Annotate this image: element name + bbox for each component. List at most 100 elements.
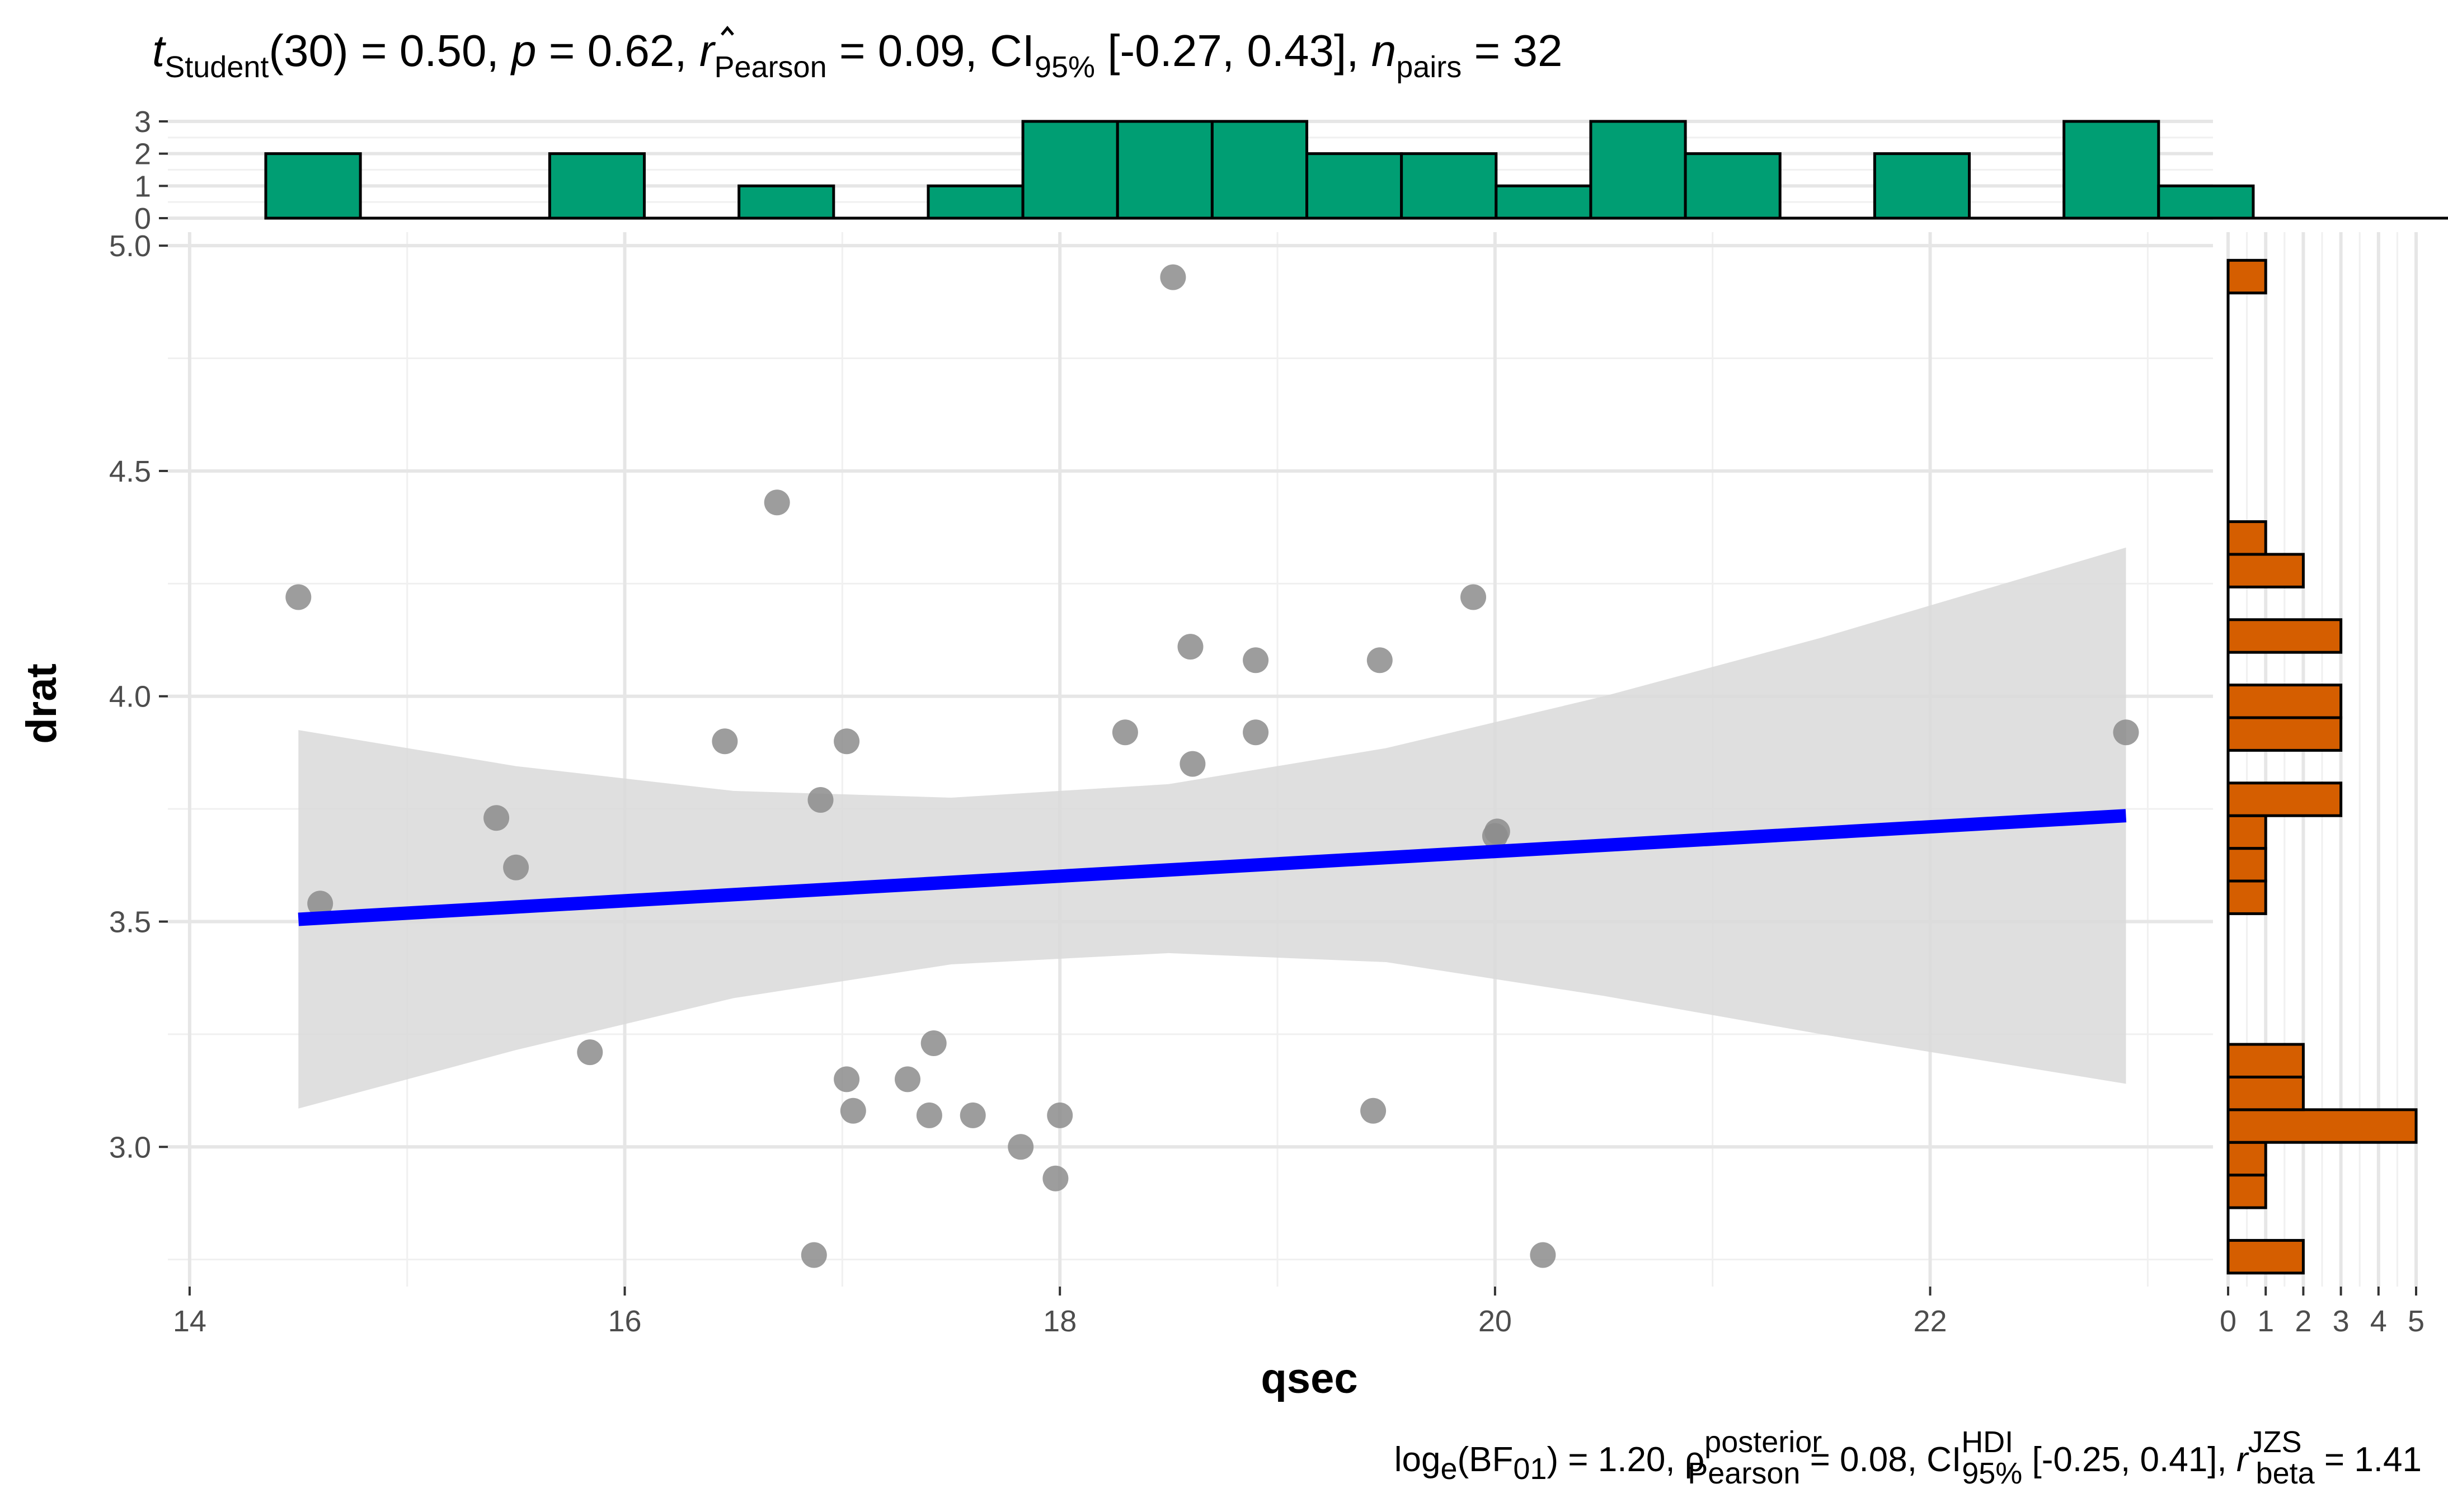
x-tick-label: 20 xyxy=(1478,1304,1512,1338)
side-hist-bar xyxy=(2226,618,2343,654)
data-point xyxy=(483,805,510,831)
top-hist-bar xyxy=(737,184,835,220)
data-point xyxy=(285,584,312,610)
side-hist-bar xyxy=(2226,553,2305,588)
data-point xyxy=(1484,818,1510,845)
title-df-text: (30) = 0.50, xyxy=(269,26,499,76)
side-hist-bar xyxy=(2226,716,2343,752)
side-hist-bar xyxy=(2226,879,2267,915)
data-point xyxy=(1008,1134,1034,1160)
top-hist-bar xyxy=(1021,120,1119,220)
title-r-sub: Pearson xyxy=(714,50,826,84)
side-hist-bar xyxy=(2226,781,2343,817)
data-point xyxy=(712,728,738,755)
data-point xyxy=(916,1102,942,1128)
side-hist-bar xyxy=(2226,684,2343,719)
top-hist-bar xyxy=(264,152,362,220)
y-tick-label: 4.5 xyxy=(109,455,151,488)
side-hist-tick-label: 1 xyxy=(2257,1304,2274,1338)
data-point xyxy=(801,1242,827,1268)
title-p-text: = 0.62, xyxy=(549,26,687,76)
side-hist-bar xyxy=(2226,1174,2267,1209)
top-hist-bar xyxy=(2157,184,2255,220)
side-hist-bar xyxy=(2226,814,2267,850)
x-axis-title: qsec xyxy=(1261,1355,1357,1402)
title-p-symbol: p xyxy=(510,26,537,76)
y-tick-label: 5.0 xyxy=(109,229,151,263)
data-point xyxy=(960,1102,986,1128)
side-hist-bar xyxy=(2226,1075,2305,1111)
title-n-symbol: n xyxy=(1371,26,1397,76)
top-hist-bar xyxy=(1210,120,1309,220)
data-point xyxy=(577,1039,603,1066)
data-point xyxy=(764,489,790,516)
data-point xyxy=(2113,719,2139,746)
top-hist-tick-label: 2 xyxy=(134,138,151,171)
side-hist-bar xyxy=(2226,258,2267,295)
caption-rho-sub: Pearson xyxy=(1688,1457,1800,1490)
side-hist-bar xyxy=(2226,847,2267,883)
side-hist-tick-label: 5 xyxy=(2408,1304,2424,1338)
side-hist-tick-label: 2 xyxy=(2295,1304,2311,1338)
caption-r-sub: beta xyxy=(2256,1457,2315,1490)
top-hist-bar xyxy=(2062,120,2160,220)
caption-bf-value: ) = 1.20, xyxy=(1547,1440,1675,1479)
confidence-band xyxy=(298,547,2126,1109)
top-hist-bar xyxy=(1684,152,1782,220)
caption-hdi-sup: HDI xyxy=(1961,1425,2013,1459)
y-axis-title: drat xyxy=(18,663,65,744)
chart-caption: loge(BF01) = 1.20, ρposterior Pearson = 0… xyxy=(1394,1425,2422,1490)
data-point xyxy=(807,787,834,813)
scatter-panel: 14 16 18 20 22 3.0 3.5 4.0 4.5 5.0 xyxy=(109,229,2213,1338)
top-hist-tick-label: 0 xyxy=(134,202,151,235)
top-hist-bar xyxy=(1495,184,1592,220)
data-point xyxy=(1177,634,1204,660)
top-hist-bar xyxy=(1400,152,1498,220)
data-point xyxy=(920,1030,947,1056)
caption-r-sup: JZS xyxy=(2248,1425,2302,1459)
title-t-sub: Student xyxy=(165,50,269,84)
side-hist-tick-label: 4 xyxy=(2370,1304,2387,1338)
x-tick-label: 16 xyxy=(608,1304,642,1338)
top-hist-bar xyxy=(1116,120,1214,220)
data-point xyxy=(834,728,860,755)
x-tick-label: 22 xyxy=(1913,1304,1947,1338)
data-point xyxy=(1460,584,1486,610)
data-point xyxy=(1530,1242,1556,1268)
data-point xyxy=(895,1066,920,1092)
top-hist-tick-label: 3 xyxy=(134,105,151,139)
data-point xyxy=(1243,719,1269,746)
data-point xyxy=(1180,751,1206,777)
x-tick-label: 18 xyxy=(1043,1304,1077,1338)
side-hist-bar xyxy=(2226,1238,2305,1275)
title-r-hat xyxy=(721,26,734,36)
side-hist-bar xyxy=(2226,1108,2418,1144)
y-tick-label: 4.0 xyxy=(109,680,151,714)
caption-hdi-sub: 95% xyxy=(1962,1457,2022,1490)
title-ci-sub: 95% xyxy=(1035,50,1095,84)
caption-rho: ρ xyxy=(1685,1440,1704,1479)
caption-log-sub: e xyxy=(1440,1452,1457,1486)
x-tick-label: 14 xyxy=(173,1304,206,1338)
y-tick-label: 3.5 xyxy=(109,906,151,939)
title-n-text: = 32 xyxy=(1474,26,1563,76)
regression-line xyxy=(298,809,2127,926)
data-point xyxy=(1243,647,1269,673)
side-hist-bar xyxy=(2226,520,2267,556)
top-hist-bar xyxy=(548,152,646,220)
caption-r: r xyxy=(2236,1440,2249,1479)
y-tick-label: 3.0 xyxy=(109,1131,151,1164)
top-hist-bar xyxy=(1305,152,1403,220)
data-point xyxy=(307,891,333,917)
side-hist-tick-label: 3 xyxy=(2333,1304,2350,1338)
data-point xyxy=(840,1098,866,1124)
top-hist-bar xyxy=(1873,152,1971,220)
top-hist-tick-label: 1 xyxy=(134,169,151,203)
caption-r-value: = 1.41 xyxy=(2324,1440,2422,1479)
caption-rho-value: = 0.08, CI xyxy=(1810,1440,1962,1479)
caption-bf: (BF xyxy=(1457,1440,1513,1479)
side-hist-bar xyxy=(2226,1043,2305,1078)
